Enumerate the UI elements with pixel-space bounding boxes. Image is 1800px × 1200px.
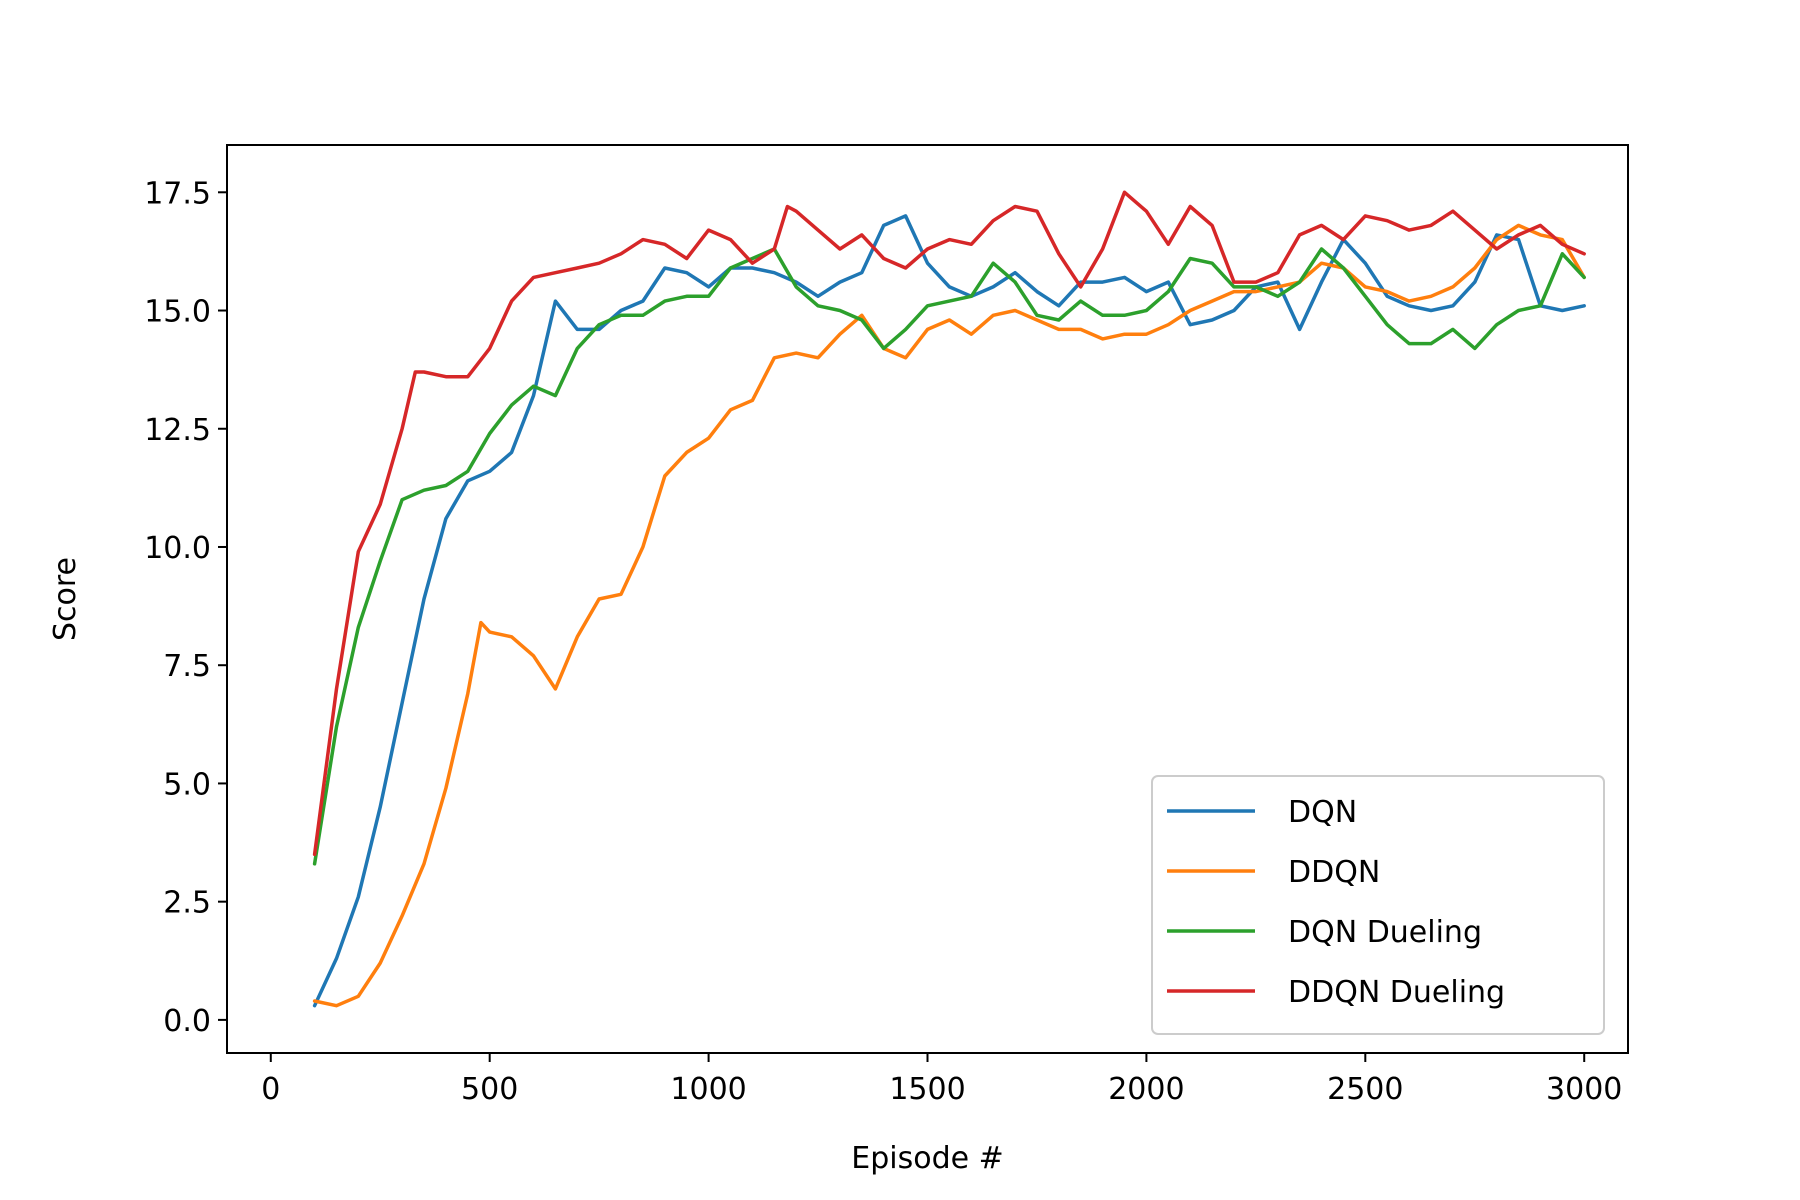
legend-label: DQN [1288,795,1357,830]
series-line-dqn [312,214,1586,1008]
series-line-dqn-dueling [312,247,1586,866]
y-tick-label: 0.0 [163,1004,211,1039]
legend-box [1151,775,1605,1035]
x-tick-label: 1500 [889,1072,965,1107]
legend-label: DDQN [1288,855,1380,890]
x-tick-label: 2500 [1327,1072,1403,1107]
x-tick-label: 1000 [670,1072,746,1107]
y-tick-label: 10.0 [144,531,211,566]
x-tick-label: 3000 [1546,1072,1622,1107]
y-tick-label: 17.5 [144,176,211,211]
y-tick-label: 15.0 [144,295,211,330]
x-axis-ticks: 0 500 1000 1500 2000 2500 3000 [261,1053,1622,1107]
y-tick-label: 5.0 [163,767,211,802]
legend-label: DDQN Dueling [1288,975,1505,1010]
x-tick-label: 500 [461,1072,518,1107]
legend: DQN DDQN DQN Dueling DDQN Dueling [1151,775,1605,1035]
y-tick-label: 2.5 [163,886,211,921]
series-line-ddqn-dueling [312,190,1586,857]
x-tick-label: 2000 [1108,1072,1184,1107]
series-line-ddqn [312,223,1586,1008]
y-tick-label: 12.5 [144,413,211,448]
y-tick-label: 7.5 [163,649,211,684]
x-axis-label: Episode # [851,1141,1004,1176]
x-tick-label: 0 [261,1072,280,1107]
legend-label: DQN Dueling [1288,915,1482,950]
y-axis-label: Score [48,557,83,641]
series-layer [312,190,1586,1008]
y-axis-ticks: 0.0 2.5 5.0 7.5 10.0 12.5 15.0 17.5 [144,176,227,1039]
